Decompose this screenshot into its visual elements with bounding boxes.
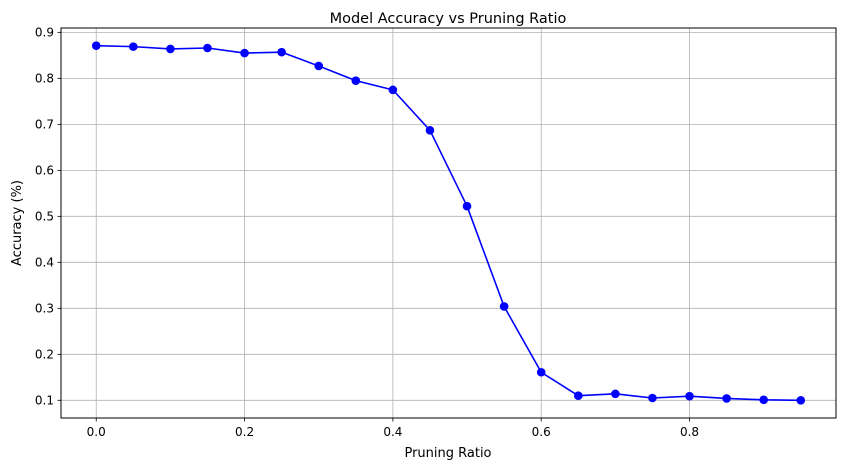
- data-point: [203, 43, 212, 53]
- x-tick-label: 0.2: [235, 425, 254, 439]
- y-tick-label: 0.8: [35, 72, 54, 86]
- data-point: [796, 395, 806, 405]
- x-axis-label: Pruning Ratio: [404, 446, 491, 461]
- x-tick-label: 0.6: [532, 425, 551, 439]
- series-line: [96, 44, 801, 402]
- data-point: [277, 47, 286, 57]
- data-point: [462, 201, 472, 211]
- data-point: [166, 44, 175, 54]
- data-point: [685, 391, 694, 401]
- data-point: [240, 48, 249, 58]
- data-point: [91, 41, 101, 51]
- data-point: [425, 126, 435, 135]
- y-tick-label: 0.5: [35, 210, 54, 224]
- data-point: [388, 85, 398, 95]
- data-point: [314, 61, 324, 71]
- x-axis-ticks: 0.0 0.2 0.4 0.6 0.8: [87, 418, 699, 439]
- data-point: [759, 395, 768, 405]
- y-tick-label: 0.2: [35, 348, 54, 362]
- x-tick-label: 0.8: [680, 425, 699, 439]
- data-point: [573, 391, 583, 400]
- y-tick-label: 0.6: [35, 164, 54, 178]
- grid-lines: [61, 28, 836, 418]
- data-point: [722, 394, 731, 403]
- x-tick-label: 0.0: [87, 425, 106, 439]
- chart-title: Model Accuracy vs Pruning Ratio: [330, 11, 567, 27]
- plot-area-frame: [60, 27, 837, 419]
- accuracy-series: [91, 41, 806, 405]
- data-point: [129, 42, 138, 51]
- y-tick-label: 0.9: [35, 26, 54, 40]
- data-point: [648, 393, 657, 403]
- y-tick-label: 0.7: [35, 118, 54, 132]
- data-point: [611, 389, 620, 399]
- y-tick-label: 0.4: [35, 256, 54, 270]
- data-point: [499, 302, 509, 311]
- y-tick-label: 0.3: [35, 302, 54, 316]
- data-point: [536, 367, 546, 377]
- y-axis-label: Accuracy (%): [10, 180, 25, 266]
- y-axis-ticks: 0.1 0.2 0.3 0.4 0.5 0.6 0.7 0.8 0.9: [35, 26, 61, 407]
- data-point: [351, 76, 361, 85]
- x-tick-label: 0.4: [383, 425, 402, 439]
- y-tick-label: 0.1: [35, 393, 54, 407]
